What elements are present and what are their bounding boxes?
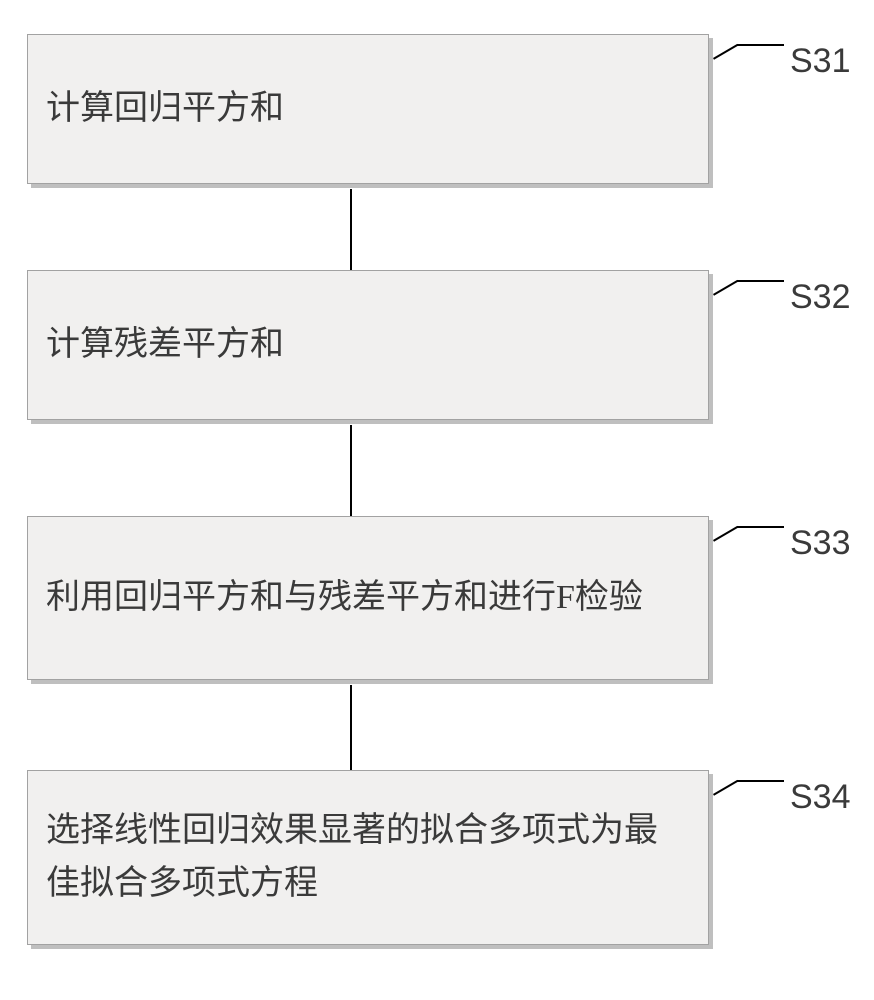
flow-label-s32: S32 (790, 278, 851, 317)
leader-line-segment (713, 44, 738, 59)
flow-box-s34: 选择线性回归效果显著的拟合多项式为最佳拟合多项式方程 (27, 770, 709, 945)
leader-line-segment (737, 280, 784, 282)
flowchart-root: 计算回归平方和 S31 计算残差平方和 S32 利用回归平方和与残差平方和进行F检验 S3… (0, 0, 874, 1000)
leader-line-segment (737, 526, 784, 528)
flow-label-s34: S34 (790, 778, 851, 817)
flow-box-text: 计算残差平方和 (46, 319, 284, 372)
flow-label-s31: S31 (790, 42, 851, 81)
leader-line-segment (737, 44, 784, 46)
flow-box-s33: 利用回归平方和与残差平方和进行F检验 (27, 516, 709, 680)
leader-line-segment (713, 780, 738, 795)
flow-box-s31: 计算回归平方和 (27, 34, 709, 184)
leader-line-segment (737, 780, 784, 782)
leader-line-segment (713, 526, 738, 541)
flow-box-s32: 计算残差平方和 (27, 270, 709, 420)
connector-s33-s34 (350, 685, 352, 770)
flow-box-text: 利用回归平方和与残差平方和进行F检验 (46, 572, 643, 625)
leader-line-segment (713, 280, 738, 295)
flow-label-s33: S33 (790, 524, 851, 563)
connector-s31-s32 (350, 189, 352, 270)
flow-box-text: 选择线性回归效果显著的拟合多项式为最佳拟合多项式方程 (46, 805, 690, 910)
connector-s32-s33 (350, 425, 352, 516)
flow-box-text: 计算回归平方和 (46, 83, 284, 136)
